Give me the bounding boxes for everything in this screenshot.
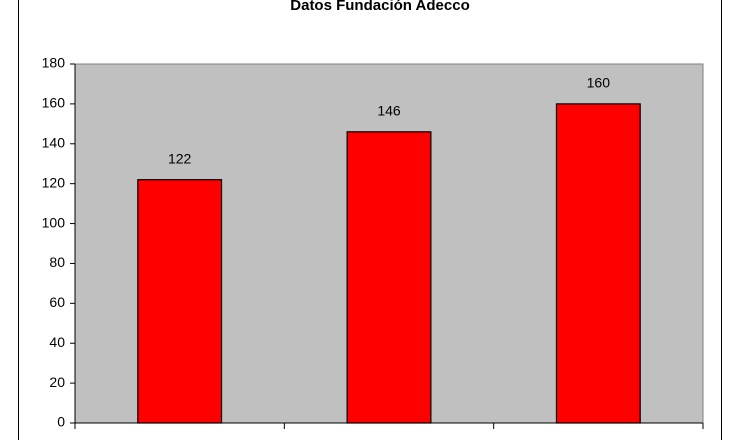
y-tick-label: 180 bbox=[42, 55, 66, 71]
y-tick-label: 80 bbox=[49, 254, 65, 270]
y-tick-label: 20 bbox=[49, 374, 65, 390]
y-tick-label: 60 bbox=[49, 294, 65, 310]
y-tick-label: 40 bbox=[49, 334, 65, 350]
bar bbox=[555, 103, 641, 424]
y-tick-label: 100 bbox=[42, 214, 66, 230]
y-tick-label: 160 bbox=[42, 95, 66, 111]
data-label: 122 bbox=[168, 150, 192, 166]
bar bbox=[137, 179, 223, 424]
bar bbox=[346, 131, 432, 424]
data-label: 146 bbox=[377, 103, 401, 119]
y-tick-label: 120 bbox=[42, 174, 66, 190]
chart-title: Datos Fundación Adecco bbox=[290, 0, 469, 14]
data-label: 160 bbox=[587, 75, 611, 91]
y-tick-label: 0 bbox=[57, 414, 65, 430]
y-tick-label: 140 bbox=[42, 134, 66, 150]
